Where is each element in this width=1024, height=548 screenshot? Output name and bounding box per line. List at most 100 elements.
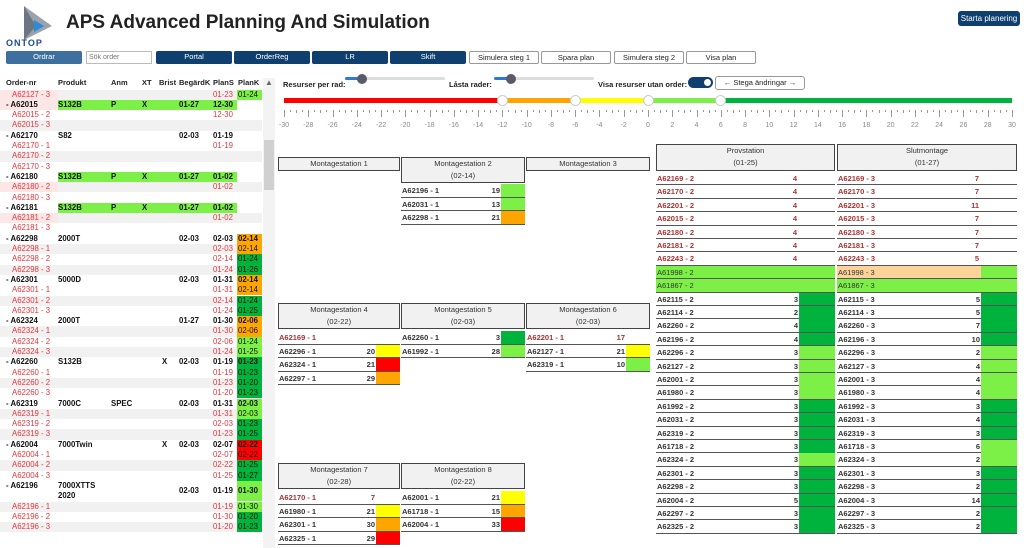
station-order-row[interactable]: A62319 - 2 3 (656, 426, 835, 440)
station-order-row[interactable]: A62169 - 3 7 (837, 172, 1017, 186)
orderreg-button[interactable]: OrderReg (234, 51, 310, 64)
order-row[interactable]: A62181 - 3 (0, 223, 262, 233)
column-header[interactable]: Anm (111, 78, 128, 87)
station-order-row[interactable]: A62196 - 1 19 (401, 184, 525, 198)
station-order-row[interactable]: A62127 - 2 3 (656, 359, 835, 373)
station-order-row[interactable]: A62201 - 3 11 (837, 198, 1017, 213)
order-row[interactable]: - A62004 7000Twin X 02-03 02-07 02-22 (0, 439, 262, 450)
station-order-row[interactable]: A61718 - 3 6 (837, 440, 1017, 454)
station-order-row[interactable]: A62324 - 2 3 (656, 453, 835, 467)
order-row[interactable]: A62170 - 2 (0, 151, 262, 162)
order-row[interactable]: A62196 - 3 01-20 01-23 (0, 522, 262, 533)
station-order-row[interactable]: A62196 - 2 4 (656, 332, 835, 347)
order-row[interactable]: A62004 - 2 02-22 01-25 (0, 460, 262, 471)
station-order-row[interactable]: A62015 - 3 7 (837, 212, 1017, 226)
station-order-row[interactable]: A62298 - 2 3 (656, 480, 835, 494)
order-row[interactable]: A62324 - 1 01-30 02-06 (0, 326, 262, 337)
station-order-row[interactable]: A61718 - 1 15 (401, 504, 525, 519)
station-order-row[interactable]: A62196 - 3 10 (837, 332, 1017, 347)
station-order-row[interactable]: A61992 - 2 3 (656, 399, 835, 414)
order-row[interactable]: A62324 - 3 01-24 01-25 (0, 347, 262, 358)
order-row[interactable]: A62324 - 2 02-06 01-24 (0, 336, 262, 347)
station-order-row[interactable]: A62243 - 2 4 (656, 252, 835, 266)
show-resources-toggle[interactable] (688, 77, 713, 88)
station-order-row[interactable]: A61992 - 1 28 (401, 344, 525, 359)
station-order-row[interactable]: A61980 - 2 3 (656, 386, 835, 400)
order-row[interactable]: A62298 - 2 02-14 01-24 (0, 254, 262, 265)
column-header[interactable]: XT (142, 78, 152, 87)
station-order-row[interactable]: A62181 - 2 4 (656, 239, 835, 253)
station-order-row[interactable]: A62004 - 2 5 (656, 493, 835, 507)
scrollbar-thumb[interactable] (264, 140, 274, 190)
station-order-row[interactable]: A62001 - 3 4 (837, 373, 1017, 387)
range-thumb[interactable] (569, 95, 581, 106)
column-header[interactable]: BegärdK (179, 78, 211, 87)
order-row[interactable]: - A62015 S132B P X 01-27 12-30 (0, 99, 262, 111)
resources-per-row-slider[interactable] (345, 74, 445, 84)
order-row[interactable]: A62180 - 3 (0, 193, 262, 203)
orders-button[interactable]: Ordrar (6, 51, 82, 64)
save-plan-button[interactable]: Spara plan (541, 51, 611, 64)
station-order-row[interactable]: A61867 - 2 (656, 279, 835, 293)
station-order-row[interactable]: A62004 - 3 14 (837, 493, 1017, 507)
order-row[interactable]: A62298 - 1 02-03 02-14 (0, 244, 262, 255)
station-order-row[interactable]: A62324 - 1 21 (278, 358, 400, 372)
order-row[interactable]: - A62301 5000D 02-03 01-31 02-14 (0, 274, 262, 286)
station-order-row[interactable]: A62298 - 3 2 (837, 480, 1017, 494)
skift-button[interactable]: Skift (390, 51, 466, 64)
station-order-row[interactable]: A62296 - 1 20 (278, 344, 400, 359)
station-order-row[interactable]: A61992 - 3 3 (837, 399, 1017, 414)
station-order-row[interactable]: A62325 - 3 2 (837, 520, 1017, 534)
lr-button[interactable]: LR (312, 51, 388, 64)
order-row[interactable]: - A62196 7000XTTS 2020 02-03 01-19 01-30 (0, 480, 262, 502)
station-order-row[interactable]: A62004 - 1 33 (401, 518, 525, 532)
order-row[interactable]: A62260 - 1 01-19 01-23 (0, 367, 262, 378)
station-order-row[interactable]: A62319 - 1 10 (526, 358, 650, 372)
station-order-row[interactable]: A61867 - 3 (837, 279, 1017, 293)
station-order-row[interactable]: A62296 - 2 3 (656, 346, 835, 360)
station-order-row[interactable]: A62031 - 2 3 (656, 413, 835, 427)
station-order-row[interactable]: A62325 - 2 3 (656, 520, 835, 534)
station-order-row[interactable]: A62297 - 3 2 (837, 507, 1017, 521)
station-order-row[interactable]: A62169 - 2 4 (656, 172, 835, 186)
station-order-row[interactable]: A62301 - 1 30 (278, 518, 400, 532)
order-row[interactable]: A62180 - 2 01-02 (0, 182, 262, 193)
order-row[interactable]: A62004 - 1 02-07 02-22 (0, 450, 262, 461)
arrow-right-icon[interactable]: → (788, 78, 797, 87)
station-order-row[interactable]: A61980 - 3 4 (837, 386, 1017, 400)
scroll-up-icon[interactable]: ▲ (265, 78, 273, 87)
order-row[interactable]: - A62180 S132B P X 01-27 01-02 (0, 171, 262, 183)
arrow-left-icon[interactable]: ← (723, 78, 732, 87)
station-order-row[interactable]: A61998 - 3 (837, 265, 1017, 280)
order-row[interactable]: A62319 - 2 02-03 01-23 (0, 419, 262, 430)
order-row[interactable]: A62196 - 2 01-30 01-20 (0, 511, 262, 523)
order-row[interactable]: A62004 - 3 01-25 01-27 (0, 470, 262, 481)
station-order-row[interactable]: A62001 - 1 21 (401, 491, 525, 505)
station-order-row[interactable]: A62260 - 3 7 (837, 319, 1017, 333)
station-order-row[interactable]: A62297 - 1 29 (278, 371, 400, 386)
station-order-row[interactable]: A62324 - 3 2 (837, 453, 1017, 467)
station-order-row[interactable]: A62114 - 3 5 (837, 306, 1017, 320)
range-thumb[interactable] (496, 95, 508, 106)
station-order-row[interactable]: A62325 - 1 29 (278, 531, 400, 546)
station-order-row[interactable]: A62301 - 3 3 (837, 466, 1017, 481)
station-order-row[interactable]: A62319 - 3 3 (837, 426, 1017, 440)
column-header[interactable]: PlanS (213, 78, 234, 87)
column-header[interactable]: PlanK (238, 78, 260, 87)
station-order-row[interactable]: A62115 - 2 3 (656, 292, 835, 306)
order-row[interactable]: A62319 - 1 01-31 02-03 (0, 408, 262, 420)
show-plan-button[interactable]: Visa plan (686, 51, 756, 64)
order-row[interactable]: A62015 - 3 (0, 120, 262, 131)
column-header[interactable]: Brist (159, 78, 177, 87)
order-row[interactable]: - A62319 7000C SPEC 02-03 01-31 02-03 (0, 398, 262, 409)
station-order-row[interactable]: A62301 - 2 3 (656, 466, 835, 481)
step-changes-button[interactable]: ← Stega ändringar → (715, 76, 805, 90)
station-order-row[interactable]: A61718 - 2 3 (656, 440, 835, 454)
station-order-row[interactable]: A62170 - 3 7 (837, 185, 1017, 199)
station-order-row[interactable]: A62015 - 2 4 (656, 212, 835, 226)
station-order-row[interactable]: A62180 - 3 7 (837, 225, 1017, 239)
station-order-row[interactable]: A62170 - 1 7 (278, 491, 400, 505)
station-order-row[interactable]: A62296 - 3 2 (837, 346, 1017, 360)
station-order-row[interactable]: A61980 - 1 21 (278, 504, 400, 519)
order-row[interactable]: A62170 - 3 (0, 162, 262, 172)
